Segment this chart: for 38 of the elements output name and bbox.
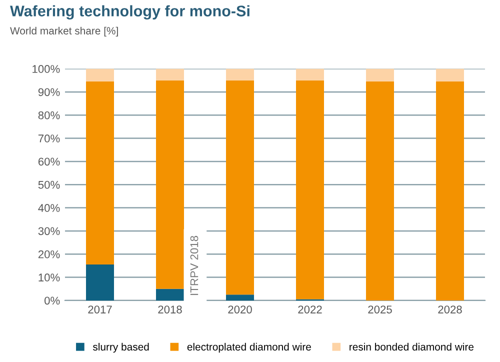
bar <box>86 264 114 300</box>
chart-title: Wafering technology for mono-Si <box>10 5 250 20</box>
y-tick-label: 0% <box>44 296 60 305</box>
bar <box>436 68 464 82</box>
bar <box>156 288 184 300</box>
legend-label: slurry based <box>92 342 149 353</box>
legend-label: electroplated diamond wire <box>187 342 311 353</box>
x-tick-label: 2018 <box>158 306 182 314</box>
bar <box>226 68 254 80</box>
bar <box>296 80 324 300</box>
y-tick-label: 20% <box>38 250 60 258</box>
y-tick-label: 40% <box>38 204 60 212</box>
bar <box>436 82 464 300</box>
annotation: ITRPV 2018 <box>190 236 198 295</box>
x-tick-label: 2022 <box>298 306 322 314</box>
y-tick-label: 30% <box>38 227 60 236</box>
y-tick-label: 80% <box>38 111 60 120</box>
y-tick-label: 60% <box>38 158 60 166</box>
bar <box>296 68 324 80</box>
x-tick-label: 2025 <box>368 306 392 314</box>
bar <box>156 68 184 80</box>
y-tick-label: 100% <box>32 65 60 73</box>
bar <box>366 68 394 82</box>
bar <box>86 68 114 82</box>
chart-subtitle: World market share [%] <box>10 26 118 37</box>
y-tick-label: 10% <box>38 274 60 282</box>
bar <box>86 82 114 265</box>
x-tick-label: 2020 <box>228 306 252 314</box>
y-tick-label: 70% <box>38 134 60 142</box>
bar <box>366 82 394 300</box>
y-tick-label: 50% <box>38 180 60 189</box>
bar <box>226 80 254 295</box>
bar <box>156 80 184 289</box>
y-tick-label: 90% <box>38 88 60 96</box>
x-tick-label: 2028 <box>438 306 462 314</box>
legend-label: resin bonded diamond wire <box>350 342 474 351</box>
bar <box>226 294 254 300</box>
x-tick-label: 2017 <box>88 306 112 314</box>
